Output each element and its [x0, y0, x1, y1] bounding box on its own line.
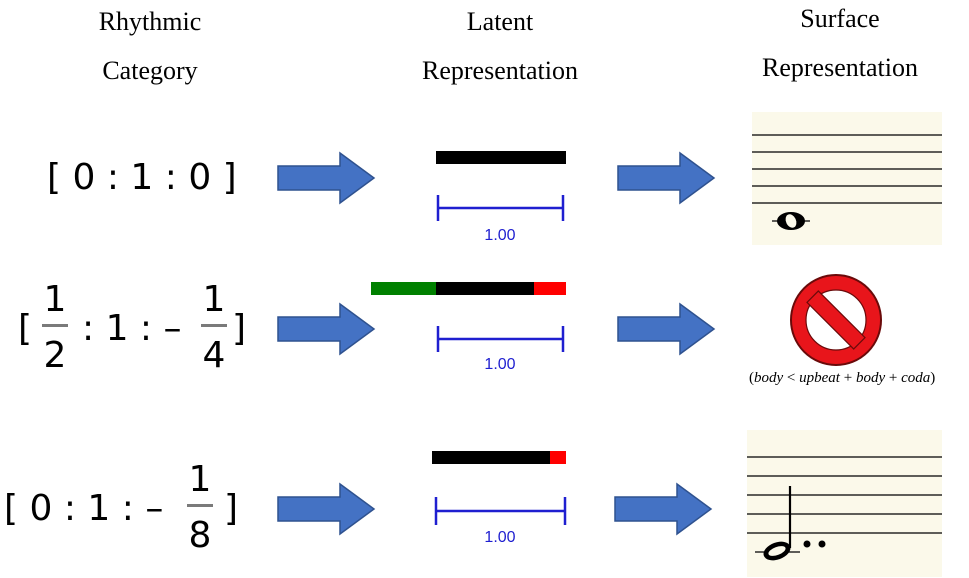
- row2-coda-numerator: 1: [202, 279, 226, 320]
- arrow-right-row2-b: [617, 302, 716, 356]
- note-open-paren: (: [749, 370, 754, 386]
- arrow-right-row3-a: [277, 482, 376, 536]
- row2-upbeat-numerator: 1: [43, 279, 67, 320]
- note-coda: coda: [901, 370, 931, 386]
- row2-coda-fraction-bar: [201, 324, 227, 327]
- row3-scale-bracket: [434, 497, 567, 525]
- note-upbeat: upbeat: [799, 370, 840, 386]
- row2-category-close-bracket: ]: [232, 308, 247, 349]
- whole-note-icon: [777, 212, 805, 230]
- header-latent-line2: Representation: [422, 56, 578, 85]
- row2-upbeat-bar: [371, 282, 436, 295]
- row3-body-bar: [432, 451, 550, 464]
- arrow-right-row2-a: [277, 302, 376, 356]
- row3-scale-label: 1.00: [484, 529, 515, 546]
- row2-coda-bar: [534, 282, 566, 295]
- row2-upbeat-denominator: 2: [43, 335, 67, 376]
- note-less-than: <: [783, 370, 800, 386]
- note-plus-1: +: [839, 370, 856, 386]
- arrow-right-row1-a: [277, 151, 376, 205]
- row2-category-middle: : 1 : –: [82, 308, 182, 349]
- arrow-right-row1-b: [617, 151, 716, 205]
- row2-category-open-bracket: [: [18, 308, 33, 349]
- header-surface-line1: Surface: [800, 4, 880, 33]
- row2-coda-denominator: 4: [202, 335, 226, 376]
- row3-coda-denominator: 8: [188, 515, 212, 556]
- row1-body-bar: [436, 151, 566, 164]
- row1-scale-label: 1.00: [484, 227, 515, 244]
- row3-category-close: ]: [224, 488, 239, 529]
- row3-category-open: [ 0 : 1 : –: [4, 488, 164, 529]
- row2-scale-bracket: [436, 326, 565, 352]
- header-latent-line1: Latent: [466, 7, 534, 36]
- row1-category: [ 0 : 1 : 0 ]: [47, 157, 237, 198]
- row1-scale-bracket: [436, 195, 565, 221]
- prohibited-icon: [790, 274, 882, 366]
- row2-constraint-note: (body < upbeat + body + coda): [749, 370, 935, 387]
- row3-coda-numerator: 1: [188, 459, 212, 500]
- header-category-line1: Rhythmic: [98, 7, 202, 36]
- row2-body-bar: [436, 282, 534, 295]
- row2-upbeat-fraction-bar: [42, 324, 68, 327]
- header-surface-line2: Representation: [762, 53, 918, 82]
- arrow-right-row3-b: [614, 482, 713, 536]
- note-close-paren: ): [930, 370, 936, 386]
- note-body: body: [754, 370, 784, 386]
- row3-coda-bar: [550, 451, 566, 464]
- double-dotted-half-note-icon: [763, 486, 826, 561]
- note-body-2: body: [855, 370, 886, 386]
- note-plus-2: +: [885, 370, 902, 386]
- row2-scale-label: 1.00: [484, 356, 515, 373]
- header-category-line2: Category: [102, 56, 198, 85]
- row3-coda-fraction-bar: [187, 504, 213, 507]
